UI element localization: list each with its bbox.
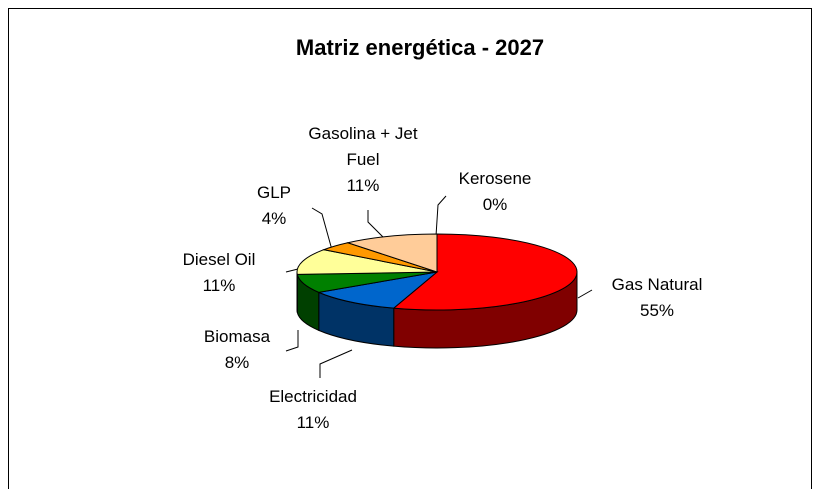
leader-line bbox=[577, 289, 593, 299]
slice-name: Gas Natural bbox=[611, 275, 703, 294]
leader-line bbox=[319, 349, 353, 378]
slice-name: Gasolina + Jet Fuel bbox=[308, 124, 418, 169]
pie bbox=[296, 233, 578, 349]
pie-slice bbox=[392, 233, 578, 311]
slice-label: Biomasa 8% bbox=[167, 324, 307, 376]
pie-slice bbox=[345, 233, 438, 273]
slice-value: 11% bbox=[346, 176, 380, 195]
leader-line bbox=[285, 330, 299, 352]
slice-name: GLP bbox=[256, 183, 292, 202]
slice-label: Kerosene 0% bbox=[425, 166, 565, 218]
leader-line bbox=[367, 210, 387, 241]
slice-label: Electricidad 11% bbox=[243, 384, 383, 436]
pie-slice bbox=[317, 271, 439, 309]
slice-label: Diesel Oil 11% bbox=[149, 247, 289, 299]
slice-value: 0% bbox=[482, 195, 508, 214]
slice-label: GLP 4% bbox=[204, 180, 344, 232]
leader-lines bbox=[285, 195, 593, 378]
leader-line bbox=[435, 195, 447, 237]
slice-label: Gasolina + Jet Fuel 11% bbox=[303, 121, 423, 199]
slice-name: Electricidad bbox=[269, 387, 357, 406]
slice-value: 4% bbox=[261, 209, 287, 228]
slice-value: 11% bbox=[296, 413, 330, 432]
slice-name: Biomasa bbox=[203, 327, 271, 346]
slice-name: Kerosene bbox=[458, 169, 532, 188]
slice-label: Gas Natural 55% bbox=[587, 272, 727, 324]
slice-value: 11% bbox=[202, 276, 236, 295]
chart-frame bbox=[8, 8, 812, 489]
slice-name: Diesel Oil bbox=[182, 250, 256, 269]
slice-value: 55% bbox=[639, 301, 675, 320]
chart-title: Matriz energética - 2027 bbox=[295, 35, 545, 60]
pie-slice bbox=[296, 249, 438, 275]
slice-value: 8% bbox=[224, 353, 250, 372]
leader-line bbox=[311, 207, 333, 251]
